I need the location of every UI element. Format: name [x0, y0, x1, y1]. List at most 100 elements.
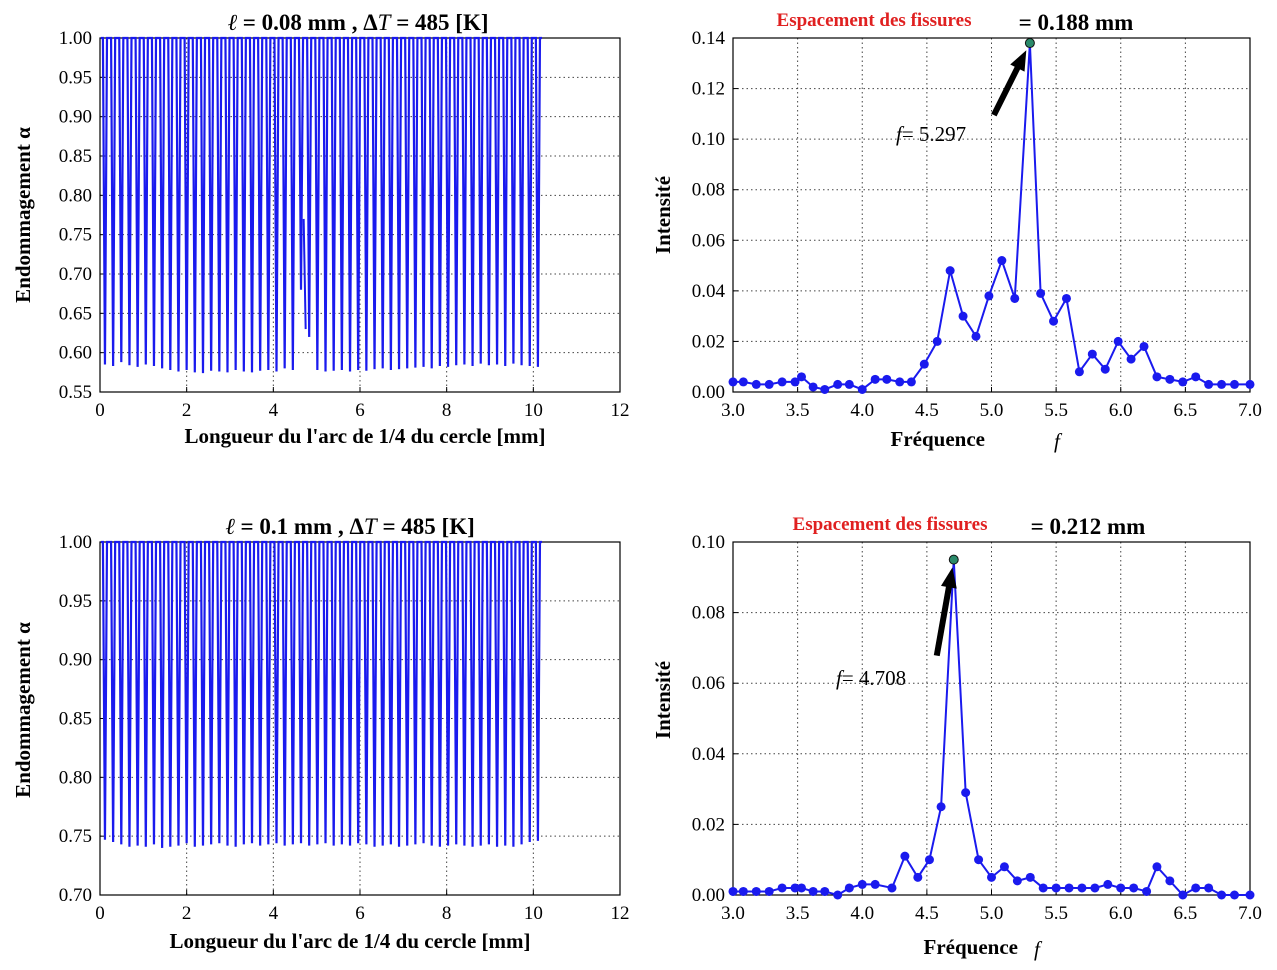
- spectrum-point: [924, 855, 934, 865]
- x-axis-label: Fréquence: [891, 427, 985, 451]
- spectrum-point: [887, 883, 897, 893]
- x-tick-label: 8: [442, 400, 452, 421]
- title-end: = 485 [K]: [377, 514, 475, 539]
- peak-marker: [948, 554, 959, 565]
- y-tick-label: 0.90: [59, 107, 92, 128]
- spectrum-point: [1152, 372, 1162, 382]
- damage-series-line: [100, 36, 542, 374]
- y-tick-label: 0.70: [59, 264, 92, 285]
- peak-annotation-var: f: [896, 122, 905, 146]
- x-tick-label: 5.5: [1044, 400, 1068, 421]
- spectrum-point: [1061, 293, 1071, 303]
- x-tick-label: 3.5: [786, 903, 810, 924]
- peak-marker: [1024, 38, 1035, 49]
- x-tick-label: 2: [182, 400, 192, 421]
- x-axis-var: f: [1034, 937, 1043, 961]
- spectrum-point: [797, 372, 807, 382]
- plot-frame: [732, 37, 1251, 393]
- spectrum-point: [906, 377, 916, 387]
- y-tick-label: 0.02: [692, 814, 725, 835]
- spectrum-point: [1152, 862, 1162, 872]
- spectrum-point: [913, 872, 923, 882]
- y-tick-label: 0.80: [59, 767, 92, 788]
- y-tick-label: 0.95: [59, 67, 92, 88]
- spectrum-point: [1217, 379, 1227, 389]
- spectrum-point: [1049, 316, 1059, 326]
- spectrum-point: [1116, 883, 1126, 893]
- spectrum-point: [1025, 872, 1035, 882]
- y-axis-label: Intensité: [651, 176, 675, 254]
- spectrum-point: [833, 379, 843, 389]
- title-var2: T: [378, 10, 393, 35]
- spectrum-point: [997, 256, 1007, 266]
- x-tick-label: 4: [269, 903, 279, 924]
- x-tick-label: 4.0: [850, 903, 874, 924]
- x-axis-label: Longueur du l'arc de 1/4 du cercle [mm]: [184, 424, 545, 448]
- y-tick-label: 0.04: [692, 744, 726, 765]
- spectrum-point: [1165, 876, 1175, 886]
- spectrum-point: [1100, 364, 1110, 374]
- y-tick-label: 0.85: [59, 146, 92, 167]
- x-tick-label: 5.5: [1044, 903, 1068, 924]
- spectrum-point: [984, 291, 994, 301]
- title-value: = 0.188 mm: [1019, 10, 1134, 35]
- x-tick-label: 10: [524, 903, 543, 924]
- y-tick-label: 0.08: [692, 603, 725, 624]
- spectrum-point: [945, 266, 955, 276]
- spectrum-point: [808, 382, 818, 392]
- spectrum-point: [1245, 379, 1255, 389]
- spectrum-point: [1103, 879, 1113, 889]
- spectrum-point: [833, 890, 843, 900]
- spectrum-point: [764, 379, 774, 389]
- damage-chart-top-svg: ℓ = 0.08 mm , ΔT = 485 [K] Longueur du l…: [11, 10, 630, 448]
- peak-arrow-head: [1010, 50, 1027, 72]
- peak-arrow-shaft: [933, 576, 954, 657]
- title-value: = 0.212 mm: [1031, 514, 1146, 539]
- x-tick-label: 6: [355, 400, 365, 421]
- spectrum-point: [1229, 379, 1239, 389]
- spectrum-point: [1074, 367, 1084, 377]
- x-tick-label: 3.0: [721, 400, 745, 421]
- spectrum-point: [961, 788, 971, 798]
- spectrum-chart-top-svg: Espacement des fissures = 0.188 mm Fréqu…: [651, 10, 1262, 453]
- title-mid: = 0.1 mm , Δ: [235, 514, 365, 539]
- x-axis-label: Fréquence: [924, 935, 1018, 959]
- y-tick-label: 0.12: [692, 79, 725, 100]
- spectrum-point: [1077, 883, 1087, 893]
- chart-title: ℓ = 0.1 mm , ΔT = 485 [K]: [225, 514, 475, 539]
- spectrum-point: [1126, 354, 1136, 364]
- plot-frame: [732, 541, 1251, 896]
- spectrum-point: [1178, 377, 1188, 387]
- spectrum-point: [797, 883, 807, 893]
- spectrum-point: [728, 886, 738, 896]
- x-tick-label: 6.5: [1174, 400, 1198, 421]
- spectrum-point: [1142, 886, 1152, 896]
- spectrum-series-line: [733, 42, 1250, 391]
- damage-series-line: [100, 540, 542, 848]
- x-tick-label: 10: [524, 400, 543, 421]
- spectrum-point: [820, 384, 830, 394]
- spectrum-point: [1012, 876, 1022, 886]
- spectrum-point: [870, 374, 880, 384]
- damage-chart-top: ℓ = 0.08 mm , ΔT = 485 [K] Longueur du l…: [0, 0, 640, 470]
- y-tick-label: 0.10: [692, 532, 725, 553]
- spectrum-point: [738, 886, 748, 896]
- x-tick-label: 6.0: [1109, 400, 1133, 421]
- y-axis-label: Intensité: [651, 661, 675, 739]
- y-tick-label: 0.00: [692, 885, 725, 906]
- spectrum-point: [751, 886, 761, 896]
- spectrum-point: [1204, 883, 1214, 893]
- title-red-label: Espacement des fissures: [777, 10, 972, 31]
- spectrum-point: [777, 883, 787, 893]
- y-tick-label: 0.02: [692, 331, 725, 352]
- x-tick-label: 3.5: [786, 400, 810, 421]
- x-tick-label: 4.5: [915, 400, 939, 421]
- y-tick-label: 0.55: [59, 382, 92, 403]
- x-tick-label: 5.0: [980, 400, 1004, 421]
- y-tick-label: 0.06: [692, 673, 725, 694]
- y-tick-label: 0.95: [59, 591, 92, 612]
- y-tick-label: 0.65: [59, 303, 92, 324]
- chart-title: ℓ = 0.08 mm , ΔT = 485 [K]: [227, 10, 488, 35]
- spectrum-point: [777, 377, 787, 387]
- peak-annotation-value: = 4.708: [842, 666, 906, 690]
